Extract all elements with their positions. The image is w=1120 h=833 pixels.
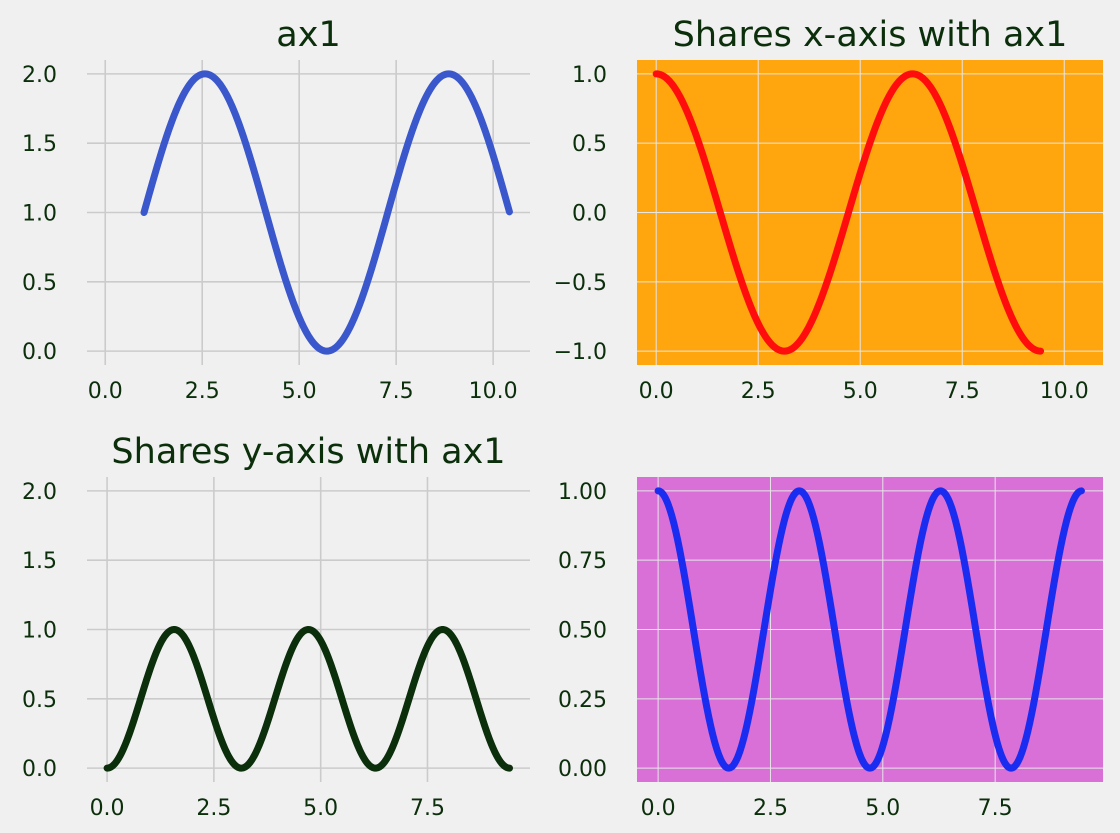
- x-tick-label: 2.5: [196, 796, 231, 821]
- y-tick-label: −1.0: [554, 340, 607, 365]
- y-tick-label: 1.0: [22, 619, 57, 644]
- y-tick-label: 0.0: [22, 340, 57, 365]
- series-line: [654, 487, 1085, 772]
- y-tick-label: 0.75: [558, 549, 607, 574]
- x-tick-label: 5.0: [282, 379, 317, 404]
- y-tick-label: 1.00: [558, 480, 607, 505]
- y-tick-label: −0.5: [554, 271, 607, 296]
- x-tick-label: 5.0: [865, 796, 900, 821]
- subplot-title: Shares x-axis with ax1: [673, 15, 1068, 55]
- x-tick-label: 0.0: [639, 379, 674, 404]
- y-tick-label: 1.5: [22, 132, 57, 157]
- subplot-ax2: 0.0 2.5 5.0 7.5 10.0 −1.0 −0.5 0.0 0.5 1.0 Shares …: [554, 15, 1103, 404]
- x-tick-label: 5.0: [303, 796, 338, 821]
- x-tick-label: 0.0: [88, 379, 123, 404]
- y-tick-label: 0.5: [22, 688, 57, 713]
- y-tick-label: 1.0: [572, 63, 607, 88]
- subplot-ax4: 0.0 2.5 5.0 7.5 0.00 0.25 0.50 0.75 1.00: [558, 477, 1103, 821]
- y-tick-label: 0.5: [572, 132, 607, 157]
- x-tick-label: 0.0: [90, 796, 125, 821]
- x-tick-label: 5.0: [843, 379, 878, 404]
- x-tick-label: 2.5: [753, 796, 788, 821]
- y-tick-label: 0.00: [558, 757, 607, 782]
- y-tick-label: 1.5: [22, 549, 57, 574]
- x-tick-label: 7.5: [978, 796, 1013, 821]
- subplot-ax3: 0.0 2.5 5.0 7.5 0.0 0.5 1.0 1.5 2.0 Shares y-axis…: [22, 432, 530, 821]
- y-tick-label: 1.0: [22, 202, 57, 227]
- y-tick-label: 0.25: [558, 688, 607, 713]
- x-tick-label: 0.0: [641, 796, 676, 821]
- x-tick-label: 7.5: [945, 379, 980, 404]
- y-tick-label: 0.0: [22, 757, 57, 782]
- x-tick-label: 10.0: [469, 379, 518, 404]
- y-tick-label: 2.0: [22, 480, 57, 505]
- x-tick-label: 10.0: [1040, 379, 1089, 404]
- y-tick-label: 0.5: [22, 271, 57, 296]
- series-line: [140, 70, 513, 355]
- subplot-title: Shares y-axis with ax1: [111, 432, 505, 472]
- x-tick-label: 7.5: [379, 379, 414, 404]
- x-tick-label: 2.5: [741, 379, 776, 404]
- x-tick-label: 7.5: [410, 796, 445, 821]
- y-tick-label: 2.0: [22, 63, 57, 88]
- y-tick-label: 0.50: [558, 619, 607, 644]
- series-line: [103, 626, 513, 772]
- subplot-ax1: 0.0 2.5 5.0 7.5 10.0 0.0 0.5 1.0 1.5 2.0 ax1: [22, 15, 530, 404]
- y-tick-label: 0.0: [572, 202, 607, 227]
- x-tick-label: 2.5: [185, 379, 220, 404]
- subplot-title: ax1: [276, 15, 340, 55]
- series-line: [652, 70, 1045, 355]
